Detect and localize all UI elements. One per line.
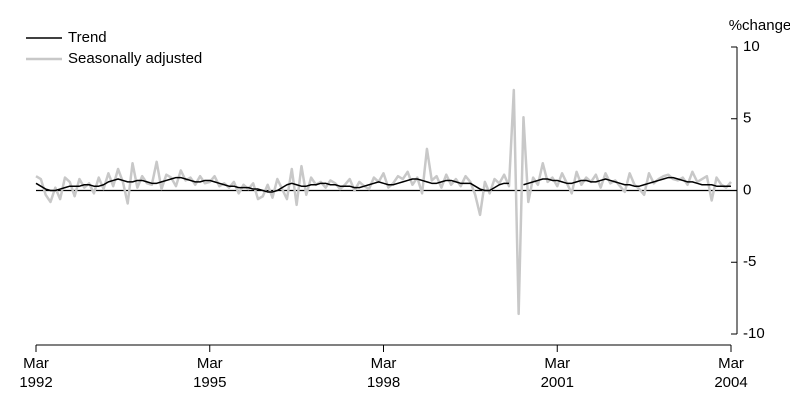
y-tick-label: -10 xyxy=(743,325,765,342)
legend-label: Seasonally adjusted xyxy=(68,50,202,67)
series-line xyxy=(35,176,731,193)
x-tick-label: Mar 2001 xyxy=(540,355,574,391)
y-axis-label: %change xyxy=(729,17,790,34)
y-tick-label: -5 xyxy=(743,253,756,270)
y-tick-label: 10 xyxy=(743,38,760,55)
x-tick-label: Mar 1992 xyxy=(19,355,53,391)
x-tick-label: Mar 1998 xyxy=(366,355,401,391)
x-tick-label: Mar 2004 xyxy=(714,355,748,391)
x-tick-label: Mar 1995 xyxy=(193,355,227,391)
y-tick-label: 0 xyxy=(743,181,751,198)
legend-label: Trend xyxy=(68,29,107,46)
y-tick-label: 5 xyxy=(743,110,751,127)
series-line xyxy=(35,88,732,316)
